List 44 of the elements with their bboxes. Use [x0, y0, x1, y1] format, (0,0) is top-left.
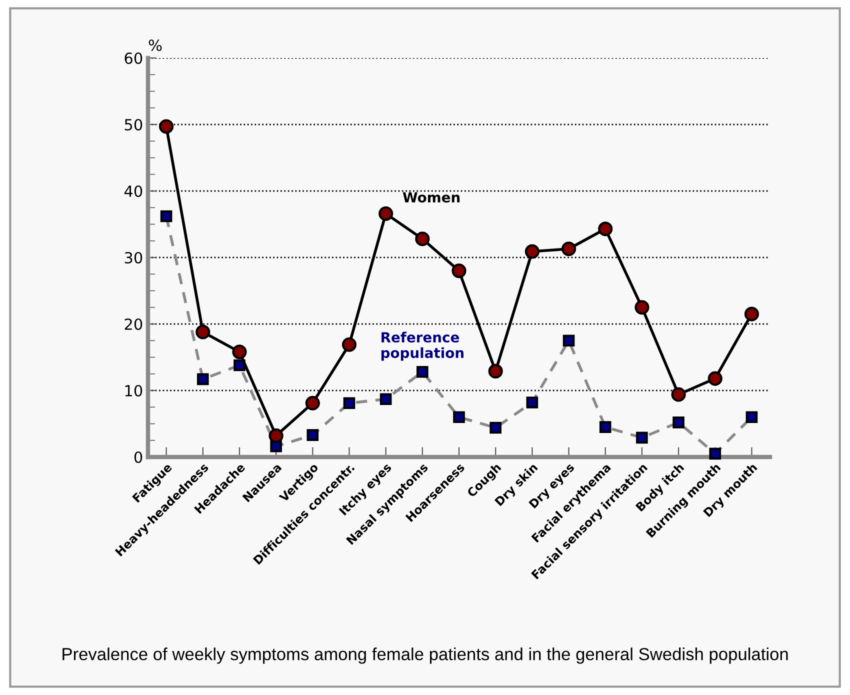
point: [524, 244, 540, 259]
point: [452, 264, 466, 278]
point: [562, 334, 575, 347]
point: [416, 366, 428, 378]
y-tick-label: 20: [124, 318, 142, 330]
text: Prevalence of weekly symptoms among female patients and in the general Swedish population: [62, 648, 788, 664]
point: [378, 206, 394, 221]
y-tick-label: 30: [124, 252, 142, 264]
y-axis-title: %: [148, 39, 162, 52]
series-label: Reference population: [381, 332, 464, 361]
point: [232, 344, 247, 360]
point: [268, 428, 284, 444]
point: [453, 411, 465, 424]
point: [306, 429, 319, 441]
point: [744, 306, 759, 322]
point: [709, 448, 722, 460]
point: [196, 373, 209, 386]
point: [342, 337, 357, 352]
point: [599, 421, 612, 433]
y-tick-label: 50: [124, 118, 142, 131]
y-tick-label: 60: [124, 52, 142, 64]
point: [160, 210, 172, 222]
point: [526, 396, 538, 408]
point: [196, 324, 210, 340]
point: [671, 387, 686, 402]
point: [305, 396, 320, 410]
y-tick-label: 40: [124, 185, 142, 198]
point: [270, 440, 282, 452]
point: [415, 232, 430, 246]
point: [343, 397, 356, 410]
point: [672, 416, 684, 428]
point: [561, 242, 576, 256]
point: [708, 371, 722, 386]
point: [380, 393, 392, 406]
point: [746, 411, 758, 424]
point: [159, 119, 174, 134]
point: [490, 422, 502, 434]
point: [636, 432, 648, 444]
y-tick-label: 10: [125, 384, 142, 397]
y-tick-label: 0: [134, 451, 142, 464]
series-label: Women: [402, 192, 460, 203]
point: [634, 300, 650, 315]
point: [488, 364, 503, 379]
point: [598, 222, 613, 236]
